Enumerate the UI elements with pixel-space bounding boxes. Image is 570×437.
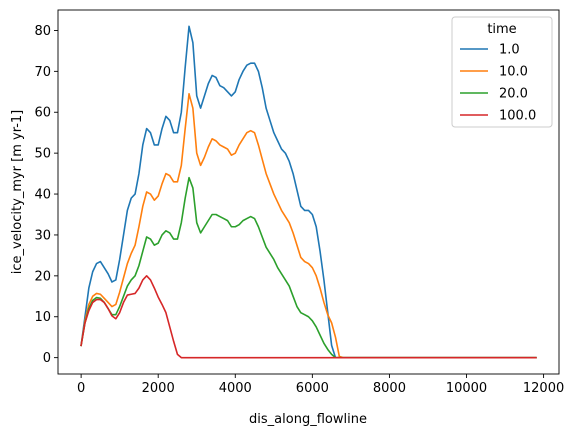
series-line-0 bbox=[80, 25, 537, 359]
legend-entries: 1.0 10.0 20.0 100.0 bbox=[460, 43, 536, 124]
y-axis-ticks: 0 10 20 30 40 50 60 70 80 bbox=[34, 24, 58, 366]
series-line-3 bbox=[80, 275, 537, 359]
legend-box bbox=[451, 16, 553, 128]
legend: time 1.0 10.0 20.0 100.0 bbox=[451, 16, 553, 128]
y-tick-label-0: 0 bbox=[43, 351, 51, 366]
legend-label-3: 100.0 bbox=[499, 109, 536, 124]
y-tick-label-1: 10 bbox=[34, 310, 51, 325]
plot-frame bbox=[57, 9, 560, 375]
x-tick-label-1: 2000 bbox=[142, 381, 175, 396]
x-tick-label-6: 12000 bbox=[523, 381, 564, 396]
x-tick-label-0: 0 bbox=[77, 381, 85, 396]
legend-label-0: 1.0 bbox=[499, 43, 520, 58]
legend-label-1: 10.0 bbox=[499, 65, 528, 80]
y-tick-label-4: 40 bbox=[34, 188, 51, 203]
series-line-2 bbox=[80, 176, 537, 359]
y-tick-label-8: 80 bbox=[34, 24, 51, 39]
y-tick-label-7: 70 bbox=[34, 65, 51, 80]
x-tick-label-4: 8000 bbox=[373, 381, 406, 396]
x-tick-label-3: 6000 bbox=[296, 381, 329, 396]
x-axis-label: dis_along_flowline bbox=[249, 412, 367, 427]
y-axis-label: ice_velocity_myr [m yr-1] bbox=[10, 110, 25, 275]
x-tick-label-2: 4000 bbox=[219, 381, 252, 396]
x-tick-label-5: 10000 bbox=[446, 381, 487, 396]
x-axis-ticks: 0 2000 4000 6000 8000 10000 12000 bbox=[77, 374, 564, 396]
series-line-1 bbox=[80, 93, 537, 359]
legend-title: time bbox=[487, 22, 516, 37]
y-tick-label-6: 60 bbox=[34, 106, 51, 121]
series-layer bbox=[80, 25, 537, 359]
y-tick-label-5: 50 bbox=[34, 147, 51, 162]
y-tick-label-2: 20 bbox=[34, 269, 51, 284]
legend-label-2: 20.0 bbox=[499, 87, 528, 102]
y-tick-label-3: 30 bbox=[34, 228, 51, 243]
